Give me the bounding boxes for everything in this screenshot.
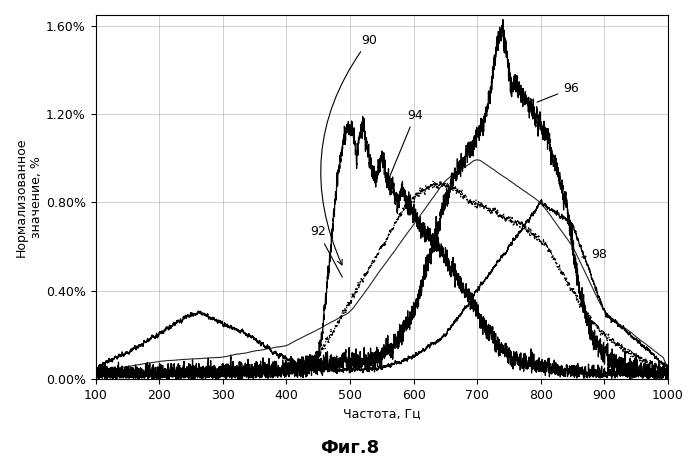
Text: 92: 92 <box>310 225 343 277</box>
X-axis label: Частота, Гц: Частота, Гц <box>343 407 421 420</box>
Text: 98: 98 <box>582 247 607 261</box>
Text: 94: 94 <box>389 109 423 178</box>
Text: 90: 90 <box>321 34 377 265</box>
Text: 96: 96 <box>537 82 579 102</box>
Text: Фиг.8: Фиг.8 <box>320 439 379 458</box>
Y-axis label: Нормализованное
значение, %: Нормализованное значение, % <box>15 137 43 256</box>
